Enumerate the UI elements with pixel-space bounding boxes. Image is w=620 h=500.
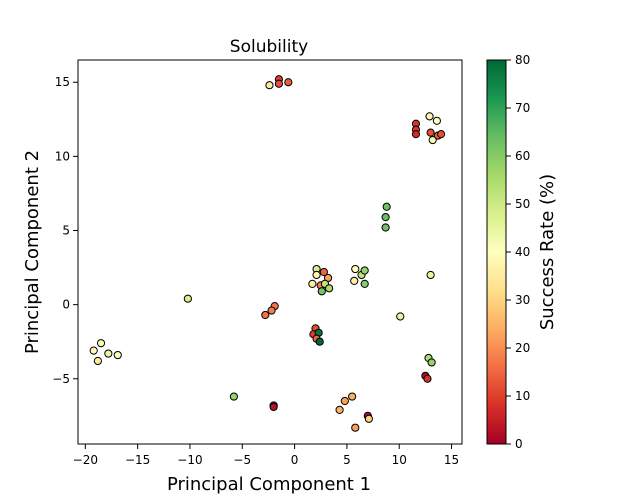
plot-frame <box>77 59 463 445</box>
data-point <box>426 128 435 137</box>
colorbar-tick-label: 70 <box>515 101 530 115</box>
x-tick-label: −20 <box>73 453 98 467</box>
data-point <box>382 202 391 211</box>
data-point <box>350 276 359 286</box>
data-point <box>93 356 102 366</box>
data-point <box>267 306 276 315</box>
colorbar-gradient <box>486 59 507 445</box>
data-point <box>425 112 434 121</box>
data-point <box>381 223 390 232</box>
data-point <box>89 346 98 355</box>
data-point <box>183 294 192 303</box>
colorbar-tick-label: 80 <box>515 53 530 67</box>
colorbar-tick-label: 10 <box>515 389 530 403</box>
data-point <box>428 135 437 145</box>
y-axis-label: Principal Component 2 <box>22 150 43 354</box>
data-point <box>432 116 441 125</box>
colorbar-tick-label: 30 <box>515 293 530 307</box>
data-point <box>96 339 106 348</box>
x-tick-label: −10 <box>177 453 202 467</box>
data-point <box>411 130 421 139</box>
y-tick-label: 15 <box>55 75 70 89</box>
data-point <box>360 279 369 288</box>
data-point <box>348 392 357 401</box>
data-point <box>274 79 283 88</box>
data-point <box>364 414 373 423</box>
colorbar-tick-label: 0 <box>515 437 523 451</box>
data-point <box>426 270 435 280</box>
y-axis: −5 0 5 10 15 <box>52 75 78 386</box>
data-point <box>315 337 324 346</box>
data-point <box>308 279 317 288</box>
colorbar-tick-label: 20 <box>515 341 530 355</box>
data-point <box>317 287 326 296</box>
y-tick-label: −5 <box>52 372 70 386</box>
data-point <box>261 310 270 320</box>
data-point <box>229 392 239 401</box>
x-tick-label: −15 <box>125 453 150 467</box>
data-point <box>381 213 390 222</box>
data-point <box>340 396 349 406</box>
data-point <box>335 405 344 414</box>
data-point <box>265 81 274 90</box>
x-axis-label: Principal Component 1 <box>167 474 371 495</box>
data-point <box>396 312 405 321</box>
y-tick-label: 0 <box>62 298 70 312</box>
y-tick-label: 10 <box>55 149 70 163</box>
x-tick-label: −5 <box>233 453 251 467</box>
data-point <box>427 358 436 367</box>
colorbar-tick-label: 40 <box>515 245 530 259</box>
data-point <box>351 264 360 274</box>
y-tick-label: 5 <box>62 224 70 238</box>
data-point <box>423 374 432 383</box>
x-tick-label: 0 <box>291 453 299 467</box>
data-point <box>351 423 360 432</box>
points-layer <box>89 75 446 432</box>
data-point <box>360 266 369 275</box>
x-tick-label: 15 <box>444 453 459 467</box>
data-point <box>104 349 113 358</box>
x-axis: −20 −15 −10 −5 0 5 10 15 <box>73 444 459 467</box>
chart-title: Solubility <box>230 37 308 57</box>
data-point <box>319 267 328 277</box>
x-tick-label: 5 <box>343 453 351 467</box>
data-point <box>436 130 446 139</box>
data-point <box>325 284 334 293</box>
colorbar-tick-label: 50 <box>515 197 530 211</box>
data-point <box>284 78 293 87</box>
data-point <box>312 270 321 280</box>
data-point <box>113 350 122 360</box>
colorbar: 0 10 20 30 40 50 60 70 80 <box>486 53 530 451</box>
colorbar-label: Success Rate (%) <box>537 174 558 330</box>
colorbar-tick-label: 60 <box>515 149 530 163</box>
data-point <box>269 402 278 412</box>
x-tick-label: 10 <box>392 453 407 467</box>
